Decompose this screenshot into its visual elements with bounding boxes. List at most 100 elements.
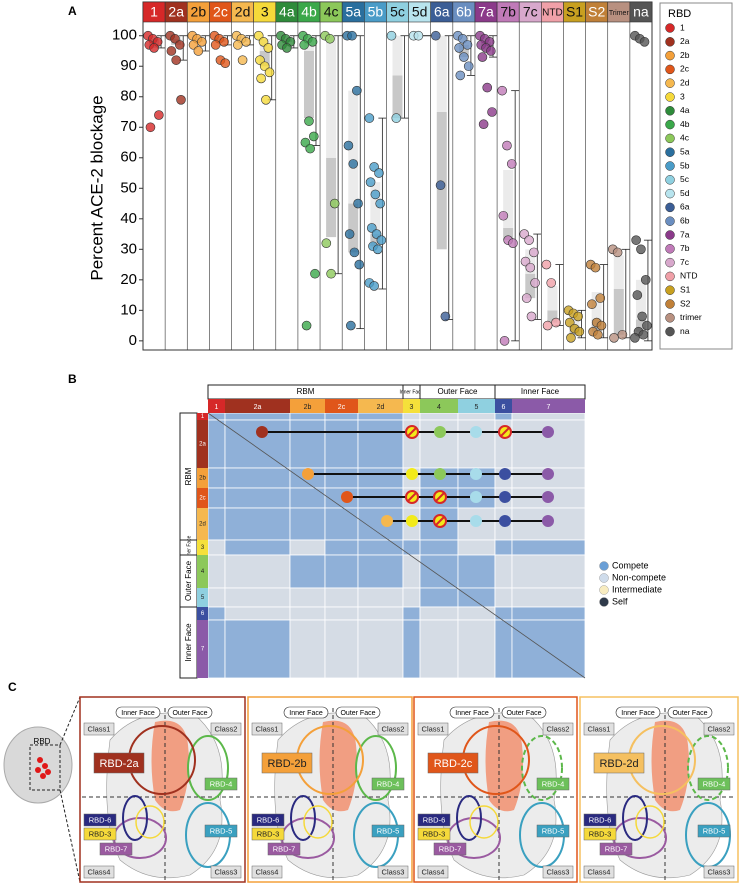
data-point <box>463 61 474 72</box>
network-node <box>256 426 268 438</box>
class3-box <box>542 865 574 879</box>
box-upper <box>569 316 580 326</box>
panel-label: B <box>68 372 77 386</box>
data-point <box>631 235 641 245</box>
rbd_7-label: RBD-7 <box>605 844 628 853</box>
data-point <box>637 311 647 322</box>
category-header <box>629 1 653 23</box>
data-point <box>498 210 509 221</box>
legend-swatch <box>665 92 675 102</box>
class2-box <box>542 722 574 736</box>
y-tick-label: 30 <box>120 240 137 257</box>
data-point <box>346 320 356 331</box>
network-node <box>542 468 554 480</box>
heatmap-cell <box>207 487 226 509</box>
heatmap-cell <box>324 554 359 589</box>
data-point <box>347 30 357 41</box>
heatmap-cell <box>419 554 459 589</box>
legend-label: 2c <box>680 64 690 74</box>
class2-label: Class2 <box>708 724 731 733</box>
network-node <box>499 468 511 480</box>
category-label: 5a <box>345 4 361 20</box>
inner_face-label: Inner Face <box>121 710 155 717</box>
column-label: 3 <box>410 404 414 411</box>
data-point <box>343 140 354 151</box>
data-point <box>171 55 181 65</box>
category-label: 5d <box>412 4 428 20</box>
row-label: 1 <box>201 414 205 420</box>
heatmap-cell <box>207 606 226 621</box>
header-group-label: Inner Face <box>400 389 424 395</box>
legend-swatch <box>665 257 675 268</box>
class4-box <box>417 865 449 879</box>
heatmap-cell <box>289 606 326 621</box>
column-strip <box>420 399 458 413</box>
data-point <box>391 113 402 123</box>
class1-label: Class1 <box>588 724 611 733</box>
rbd_6-box <box>583 813 617 827</box>
title-box <box>427 752 479 774</box>
rbd_6-label: RBD-6 <box>257 815 280 824</box>
heatmap-cell <box>457 619 496 679</box>
data-point <box>508 238 518 249</box>
class2-box <box>703 722 735 736</box>
heatmap-cell <box>419 619 459 679</box>
category-label: 4a <box>279 4 295 20</box>
class4-box <box>583 865 615 879</box>
data-point <box>487 107 497 117</box>
rbd_5-box <box>697 824 731 838</box>
heatmap-cell <box>357 606 404 621</box>
data-point <box>454 43 464 53</box>
inner_face-pill <box>449 706 495 719</box>
category-label: S1 <box>566 4 583 20</box>
rbd3-ellipse <box>469 805 499 839</box>
inner_face-label: Inner Face <box>455 710 489 717</box>
heatmap-cell <box>457 606 496 621</box>
legend-label: 1 <box>680 22 685 32</box>
heatmap-cell <box>324 587 359 608</box>
box-lower <box>458 44 469 58</box>
data-point <box>478 119 489 130</box>
legend-swatch <box>665 313 675 323</box>
legend-label: Intermediate <box>612 584 662 594</box>
column-strip <box>358 399 403 413</box>
data-point <box>305 143 315 154</box>
rbd3-ellipse <box>135 805 165 839</box>
legend-swatch <box>599 573 609 583</box>
legend-label: 3 <box>680 91 685 101</box>
data-point <box>197 37 207 47</box>
class3-box <box>210 865 242 879</box>
data-point <box>482 82 493 93</box>
block-slash <box>407 427 417 437</box>
rbd6-ellipse <box>122 795 148 841</box>
box-upper <box>392 35 403 76</box>
rbd-dot <box>40 773 46 779</box>
box-lower <box>326 157 337 238</box>
box-lower <box>392 75 403 119</box>
network-node <box>302 468 314 480</box>
legend-label: Self <box>612 596 628 606</box>
rbd6-ellipse <box>456 795 482 841</box>
rbd_4-box <box>371 777 405 791</box>
rbd4-ellipse <box>355 735 397 801</box>
class3-box <box>703 865 735 879</box>
heatmap-cell <box>457 412 496 421</box>
column-strip <box>495 399 512 413</box>
rbd6-ellipse <box>290 795 316 841</box>
row-strip <box>197 607 208 620</box>
data-point <box>365 177 376 187</box>
inner_face-pill <box>615 706 661 719</box>
row-group-label: Inner Face <box>184 623 193 662</box>
heatmap-cell <box>224 554 291 589</box>
class3-label: Class3 <box>215 867 238 876</box>
category-label: 2b <box>191 4 207 20</box>
heatmap-cell <box>224 606 291 621</box>
rbd_3-label: RBD-3 <box>257 829 280 838</box>
category-label: 4b <box>301 4 317 20</box>
class1-label: Class1 <box>256 724 279 733</box>
data-point <box>639 37 650 47</box>
row-label: 5 <box>201 595 205 601</box>
data-point <box>353 198 363 209</box>
box-lower <box>259 50 270 67</box>
network-node <box>542 426 554 438</box>
